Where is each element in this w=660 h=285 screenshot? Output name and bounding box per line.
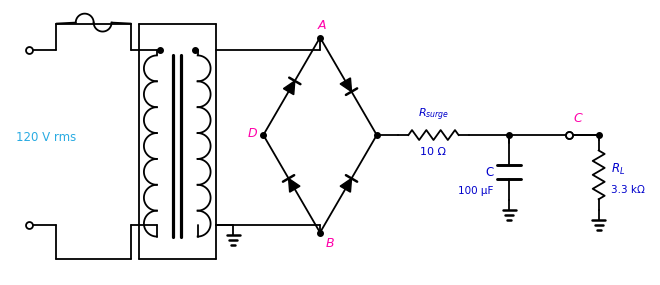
Text: 120 V rms: 120 V rms	[16, 131, 76, 144]
Text: C: C	[485, 166, 493, 179]
Text: 10 Ω: 10 Ω	[420, 147, 447, 157]
Text: D: D	[248, 127, 257, 140]
Text: A: A	[317, 19, 326, 32]
Text: B: B	[326, 237, 335, 250]
Polygon shape	[283, 81, 295, 95]
Polygon shape	[288, 178, 300, 192]
Text: 100 μF: 100 μF	[458, 186, 493, 196]
Text: $R_{surge}$: $R_{surge}$	[418, 107, 449, 123]
Text: C: C	[574, 112, 583, 125]
Polygon shape	[340, 78, 352, 92]
Text: $R_L$: $R_L$	[610, 162, 625, 178]
Text: 3.3 kΩ: 3.3 kΩ	[610, 185, 645, 195]
Polygon shape	[340, 178, 352, 192]
